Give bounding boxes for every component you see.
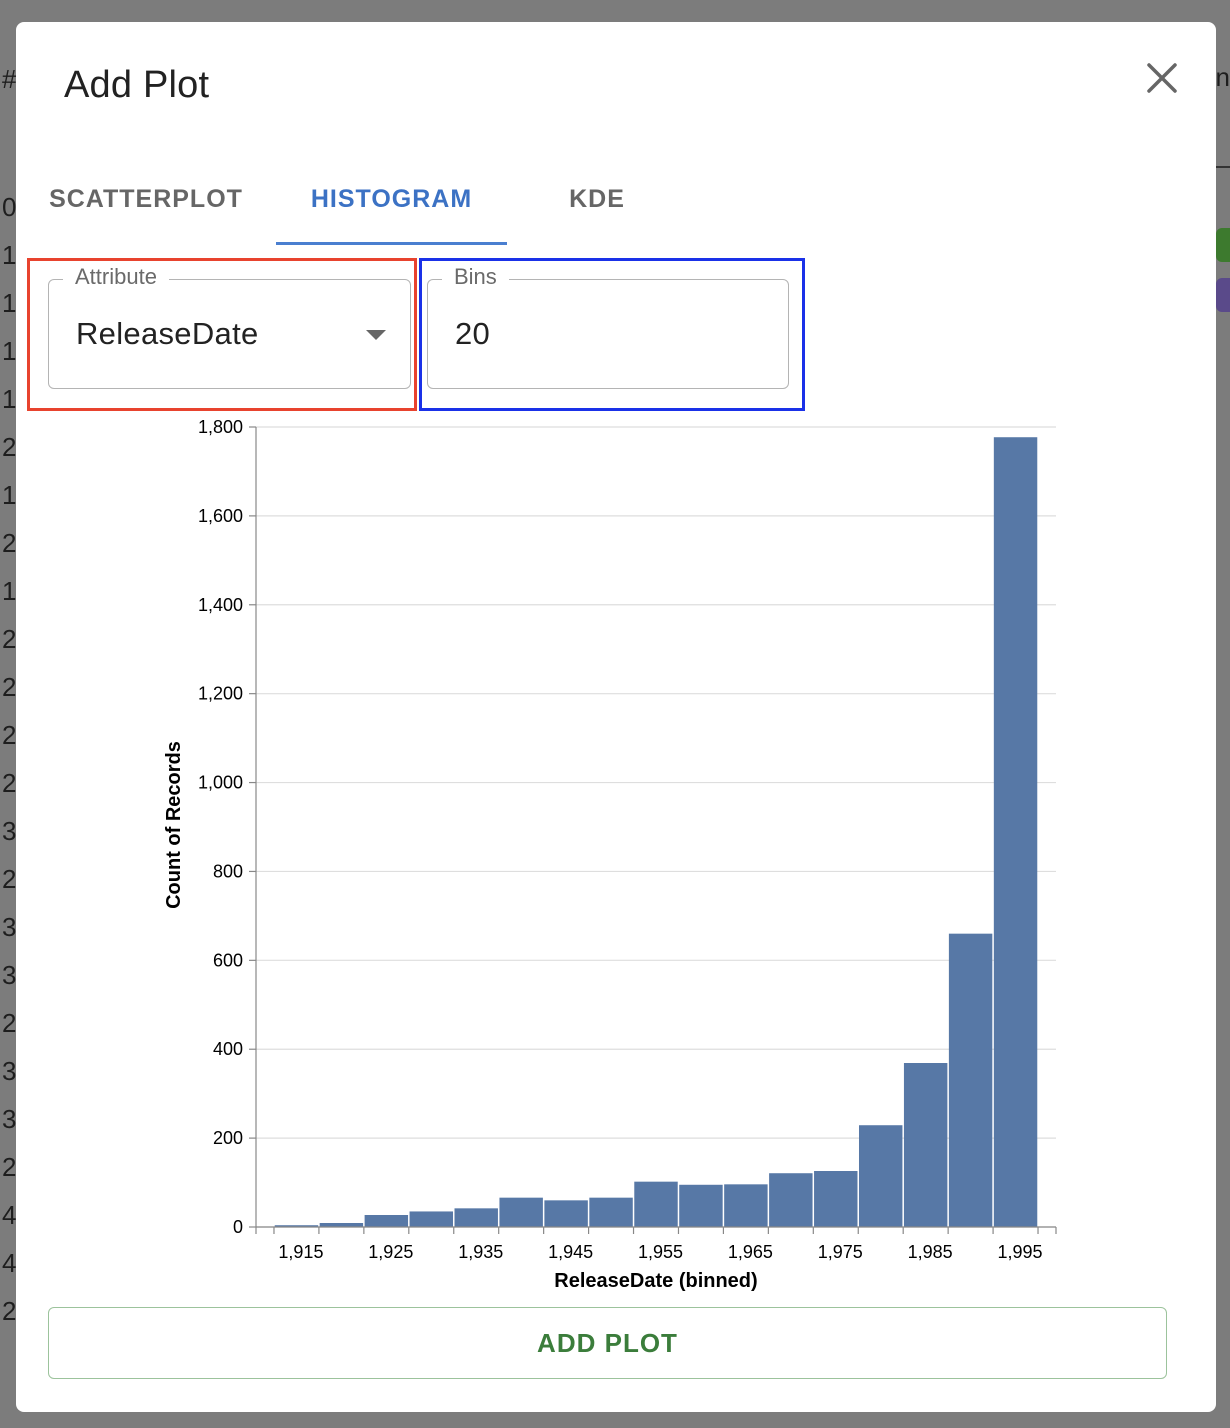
histogram-bar — [274, 1225, 319, 1227]
tab-kde[interactable]: KDE — [569, 185, 625, 213]
x-tick-label: 1,935 — [458, 1242, 503, 1262]
background-table-cell: 0 — [2, 192, 17, 222]
background-table-cell: 2 — [2, 864, 17, 894]
background-table-cell: 4 — [2, 1248, 17, 1278]
background-table-cell: 1 — [2, 336, 17, 366]
y-tick-label: 1,600 — [198, 506, 243, 526]
y-tick-label: 400 — [213, 1039, 243, 1059]
background-table-cell: 3 — [2, 1056, 17, 1086]
histogram-bar — [589, 1197, 633, 1227]
y-axis: 0 200 400 600 800 1,000 1,200 1,400 1,600 1,800 — [198, 417, 257, 1237]
histogram-chart: 0 200 400 600 800 1,000 1,200 1,400 1,600 1,800 1… — [163, 417, 1057, 1292]
x-tick-label: 1,955 — [638, 1242, 683, 1262]
x-tick-label: 1,925 — [368, 1242, 413, 1262]
background-table-cell: 2 — [2, 1008, 17, 1038]
background-table-cell: 2 — [2, 1296, 17, 1326]
background-table-cell: 3 — [2, 816, 17, 846]
background-divider — [1214, 166, 1230, 168]
x-tick-label: 1,995 — [998, 1242, 1043, 1262]
histogram-bar — [724, 1184, 768, 1227]
attribute-select[interactable]: Attribute ReleaseDate — [48, 264, 411, 389]
histogram-bar — [993, 437, 1038, 1227]
background-table-cell: 1 — [2, 576, 17, 606]
background-table-cell: 2 — [2, 720, 17, 750]
histogram-bar — [769, 1173, 813, 1227]
histogram-bar — [634, 1181, 678, 1227]
bins-highlight-box — [419, 258, 805, 411]
tab-scatterplot[interactable]: SCATTERPLOT — [49, 185, 243, 213]
x-tick-label: 1,985 — [908, 1242, 953, 1262]
x-tick-label: 1,965 — [728, 1242, 773, 1262]
background-table-cell: 3 — [2, 960, 17, 990]
active-tab-indicator — [276, 242, 507, 245]
close-icon — [1147, 63, 1177, 93]
background-table-cell: 1 — [2, 480, 17, 510]
background-table-cell: 2 — [2, 1152, 17, 1182]
y-tick-label: 800 — [213, 861, 243, 881]
background-table-cell: 1 — [2, 240, 17, 270]
y-tick-label: 600 — [213, 950, 243, 970]
background-legend-swatch — [1216, 278, 1230, 312]
histogram-bar — [409, 1211, 454, 1227]
y-tick-label: 1,000 — [198, 773, 243, 793]
y-tick-label: 200 — [213, 1128, 243, 1148]
histogram-bar — [364, 1215, 409, 1227]
background-table-cell: 1 — [2, 384, 17, 414]
background-table-cell: 2 — [2, 624, 17, 654]
y-tick-label: 1,200 — [198, 684, 243, 704]
add-plot-button[interactable]: ADD PLOT — [48, 1307, 1167, 1379]
close-button[interactable] — [1142, 58, 1182, 98]
histogram-bar — [454, 1208, 498, 1227]
histogram-bar — [903, 1063, 948, 1227]
histogram-bar — [544, 1200, 588, 1227]
background-table-cell: 2 — [2, 528, 17, 558]
chart-bars — [274, 437, 1038, 1227]
dropdown-arrow-icon[interactable] — [366, 330, 386, 340]
background-table-cell: 2 — [2, 432, 17, 462]
x-axis: 1,915 1,925 1,935 1,945 1,955 1,965 1,975 1,985… — [255, 1226, 1057, 1262]
bins-input[interactable] — [455, 316, 735, 352]
tab-histogram[interactable]: HISTOGRAM — [310, 185, 473, 213]
attribute-highlight-box — [27, 258, 417, 411]
histogram-bar — [319, 1223, 364, 1227]
histogram-bar — [499, 1197, 543, 1227]
x-tick-label: 1,975 — [818, 1242, 863, 1262]
background-table-cell: 1 — [2, 288, 17, 318]
attribute-label: Attribute — [63, 264, 169, 290]
y-tick-label: 1,400 — [198, 595, 243, 615]
plot-type-tabs: SCATTERPLOT HISTOGRAM KDE — [16, 172, 1216, 246]
x-axis-title: ReleaseDate (binned) — [554, 1270, 757, 1292]
background-table-cell: 3 — [2, 1104, 17, 1134]
histogram-bar — [814, 1171, 858, 1227]
histogram-bar — [948, 933, 993, 1227]
y-tick-label: 1,800 — [198, 417, 243, 437]
bins-label: Bins — [442, 264, 509, 290]
background-table-cell: 2 — [2, 768, 17, 798]
y-axis-title: Count of Records — [163, 741, 185, 909]
background-table-cell: 3 — [2, 912, 17, 942]
background-legend-swatch — [1216, 228, 1230, 262]
y-tick-label: 0 — [233, 1217, 243, 1237]
x-tick-label: 1,945 — [548, 1242, 593, 1262]
histogram-bar — [858, 1125, 903, 1227]
background-table-cell: # — [2, 64, 17, 94]
background-header-fragment: n — [1215, 62, 1230, 92]
histogram-bar — [679, 1184, 723, 1227]
x-tick-label: 1,915 — [278, 1242, 323, 1262]
attribute-value: ReleaseDate — [76, 316, 259, 351]
background-table-cell: 4 — [2, 1200, 17, 1230]
background-table-edge: #0 1 1 1 1 2 1 2 1 2 2 2 2 3 2 3 3 2 3 3 2 4 4 2 — [0, 0, 16, 1428]
bins-field: Bins — [427, 264, 789, 389]
dialog-title: Add Plot — [64, 64, 210, 106]
background-table-cell: 2 — [2, 672, 17, 702]
add-plot-dialog: Add Plot SCATTERPLOT HISTOGRAM KDE Attri… — [16, 22, 1216, 1412]
